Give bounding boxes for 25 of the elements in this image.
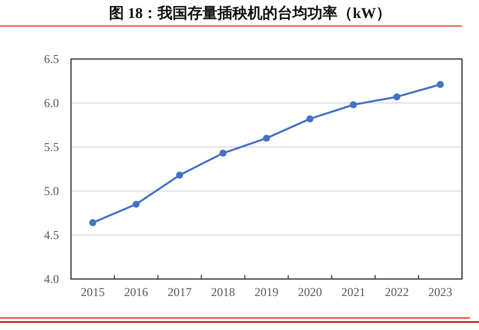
- point: [89, 219, 96, 226]
- chart-title: 图 18：我国存量插秧机的台均功率（kW）: [108, 4, 392, 22]
- y-tick-label: 5.5: [44, 140, 59, 154]
- x-tick-label: 2018: [211, 285, 236, 299]
- x-tick-label: 2022: [384, 285, 409, 299]
- point: [393, 93, 400, 100]
- y-tick-label: 5.0: [44, 184, 59, 198]
- x-tick-label: 2020: [298, 285, 322, 299]
- point: [263, 134, 270, 142]
- point: [306, 115, 314, 122]
- point: [132, 200, 140, 208]
- x-tick-label: 2017: [168, 285, 192, 299]
- x-tick-label: 2019: [254, 285, 278, 299]
- point: [350, 101, 357, 108]
- x-tick-label: 2023: [428, 285, 452, 299]
- x-tick-label: 2021: [341, 285, 366, 299]
- x-tick-label: 2016: [124, 285, 148, 299]
- y-tick-label: 4.5: [44, 228, 59, 242]
- y-tick-label: 6.0: [44, 96, 59, 110]
- point: [176, 172, 184, 179]
- y-tick-label: 4.0: [44, 272, 59, 286]
- x-tick-label: 2015: [80, 285, 105, 299]
- y-tick-label: 6.5: [44, 52, 59, 66]
- point: [436, 81, 444, 88]
- point: [220, 150, 227, 157]
